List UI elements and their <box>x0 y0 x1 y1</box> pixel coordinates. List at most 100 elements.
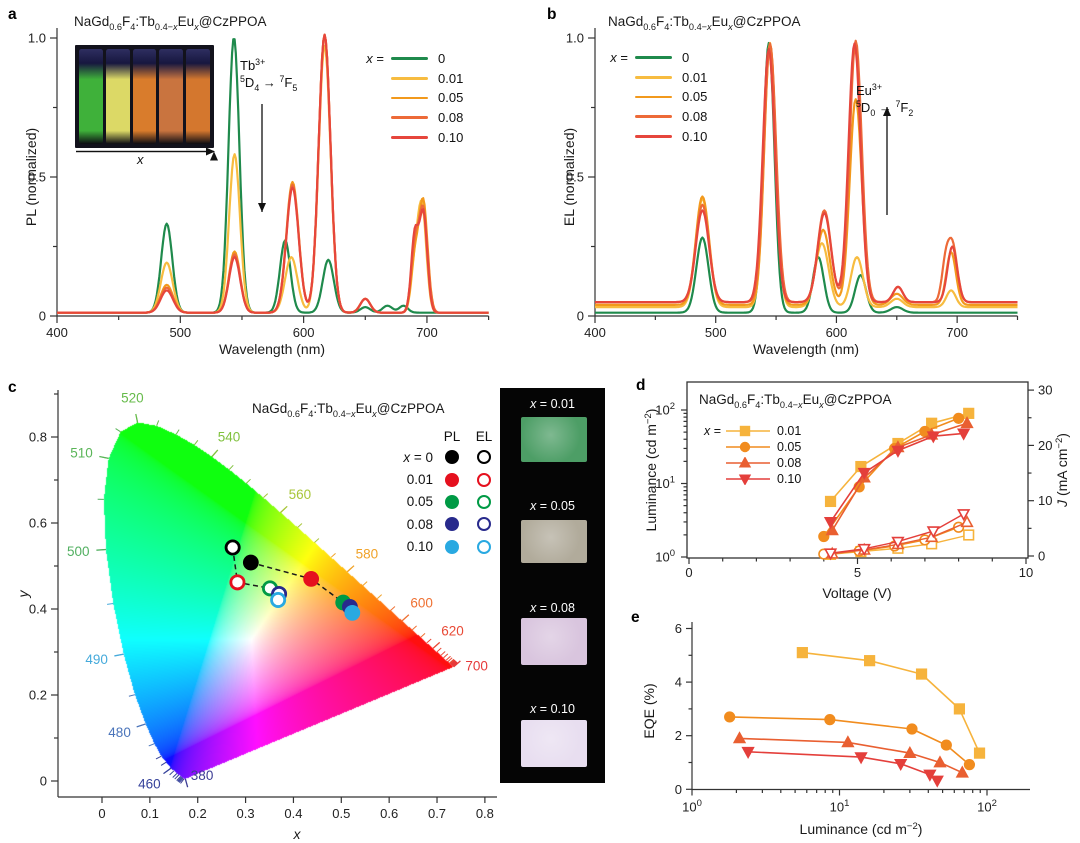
svg-text:480: 480 <box>108 725 131 740</box>
device-photo-strip: x = 0.01 x = 0.05 x = 0.08 x = 0.10 <box>500 388 605 783</box>
svg-text:2: 2 <box>675 728 682 743</box>
panel-c-title: NaGd0.6F4:Tb0.4−xEux@CzPPOA <box>252 401 445 420</box>
svg-text:600: 600 <box>410 596 433 611</box>
pl-filled-dot <box>445 472 459 487</box>
panel-c-legend: PL EL x = 0 0.01 0.05 0.08 0.10 <box>345 426 497 558</box>
svg-text:0.3: 0.3 <box>237 806 255 821</box>
svg-text:0.2: 0.2 <box>189 806 207 821</box>
svg-text:380: 380 <box>191 768 214 783</box>
legend-label: 0.10 <box>682 128 708 144</box>
svg-text:0: 0 <box>98 806 105 821</box>
legend-line-swatch <box>635 56 672 60</box>
svg-text:700: 700 <box>465 659 488 674</box>
legend-label: 0.08 <box>438 110 464 126</box>
svg-text:0.8: 0.8 <box>29 430 47 445</box>
cie-legend-col-header: PL <box>443 428 461 444</box>
panel-b-xlabel: Wavelength (nm) <box>752 341 860 357</box>
device-photo-label: x = 0.10 <box>530 702 575 716</box>
device-photo-label: x = 0.05 <box>530 499 575 513</box>
legend-row: 0.01 <box>352 69 463 89</box>
legend-row: 0.10 <box>693 471 801 487</box>
el-open-dot <box>477 539 491 554</box>
device-photo <box>521 618 587 665</box>
pl-filled-dot <box>445 450 459 465</box>
legend-line-swatch <box>391 57 428 61</box>
legend-row: x = 0.01 <box>703 424 802 438</box>
panel-b-legend: x = 0 0.01 0.05 0.08 0.10 <box>596 48 707 146</box>
legend-row: x = 0 <box>366 51 446 67</box>
svg-text:580: 580 <box>356 547 379 562</box>
pl-filled-dot <box>445 539 459 554</box>
legend-row: 0.10 <box>596 126 707 146</box>
legend-row: 0.01 <box>596 68 707 88</box>
vial-photo <box>159 49 184 144</box>
legend-line-swatch <box>635 76 672 79</box>
svg-text:1.0: 1.0 <box>566 31 584 46</box>
svg-text:700: 700 <box>946 325 968 340</box>
legend-row: 0.05 <box>693 439 801 455</box>
svg-text:0: 0 <box>40 774 47 789</box>
device-photo <box>521 417 587 462</box>
legend-line-swatch <box>635 134 672 138</box>
panel-e-ylabel: EQE (%) <box>641 683 657 739</box>
device-photo-label: x = 0.08 <box>530 601 575 615</box>
el-open-dot <box>477 517 491 532</box>
legend-row: 0.10 <box>352 127 463 147</box>
svg-text:510: 510 <box>70 445 93 460</box>
legend-label: 0.10 <box>777 472 802 486</box>
legend-label: 0 <box>438 51 446 67</box>
svg-text:0.5: 0.5 <box>332 806 350 821</box>
cie-legend-row: 0.05 <box>345 491 497 513</box>
panel-d-ylabel-right: J (mA cm−2) <box>1053 433 1071 507</box>
legend-line-swatch <box>635 115 672 118</box>
el-open-dot <box>477 472 491 487</box>
svg-text:620: 620 <box>441 623 464 638</box>
legend-row: 0.08 <box>596 107 707 127</box>
svg-text:0.1: 0.1 <box>141 806 159 821</box>
svg-text:490: 490 <box>85 652 108 667</box>
svg-text:30: 30 <box>1038 383 1052 398</box>
svg-text:0.2: 0.2 <box>29 688 47 703</box>
pl-filled-dot <box>445 494 459 509</box>
svg-text:1.0: 1.0 <box>28 31 46 46</box>
panel-b-ylabel: EL (normalized) <box>561 127 577 227</box>
svg-text:102: 102 <box>977 798 997 815</box>
legend-row: 0.08 <box>693 455 801 471</box>
legend-row: 0.05 <box>352 88 463 108</box>
vial-photo <box>132 49 157 144</box>
panel-b-annotation-eu-transition: Eu3+ 5D0 → 7F2 <box>856 82 914 119</box>
svg-text:0.8: 0.8 <box>476 806 494 821</box>
panel-a-annotation-tb-transition: Tb3+ 5D4 → 7F5 <box>240 57 298 94</box>
svg-text:100: 100 <box>655 548 675 565</box>
svg-text:10: 10 <box>1038 493 1052 508</box>
svg-text:0.5: 0.5 <box>28 170 46 185</box>
svg-text:500: 500 <box>67 544 90 559</box>
vial-photo <box>105 49 130 144</box>
svg-text:0.5: 0.5 <box>566 170 584 185</box>
vial-photo <box>186 49 210 144</box>
svg-text:4: 4 <box>675 675 682 690</box>
el-open-dot <box>477 494 491 509</box>
legend-label: 0.05 <box>682 89 708 105</box>
cie-legend-row: 0.01 <box>345 468 497 490</box>
svg-text:700: 700 <box>416 325 438 340</box>
cie-legend-row: 0.08 <box>345 513 497 535</box>
legend-row: x = 0 <box>610 50 690 66</box>
panel-letter-d: d <box>636 377 646 394</box>
svg-text:560: 560 <box>289 487 312 502</box>
panel-a-inset-vial-photo <box>75 45 214 148</box>
vial-photo <box>79 49 103 144</box>
svg-text:0: 0 <box>1038 549 1045 564</box>
legend-line-swatch <box>635 95 672 99</box>
panel-c-xlabel: x <box>293 826 301 842</box>
legend-label: 0.08 <box>777 456 802 470</box>
legend-line-swatch <box>391 77 428 80</box>
svg-text:400: 400 <box>584 325 606 340</box>
svg-text:6: 6 <box>675 621 682 636</box>
cie-legend-col-header: EL <box>475 428 493 444</box>
legend-row: 0.08 <box>352 108 463 128</box>
panel-a-ylabel: PL (normalized) <box>23 127 39 227</box>
panel-a-legend: x = 0 0.01 0.05 0.08 0.10 <box>352 49 463 147</box>
